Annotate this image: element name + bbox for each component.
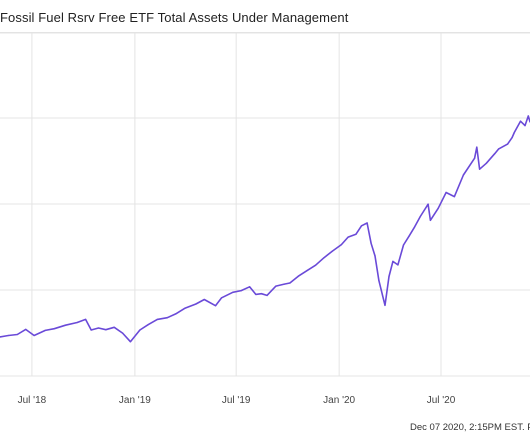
chart-title: Fossil Fuel Rsrv Free ETF Total Assets U… [0, 10, 349, 25]
data-point [289, 282, 291, 284]
data-point [184, 307, 186, 309]
data-point [392, 260, 394, 262]
grid [0, 32, 530, 377]
data-point [360, 225, 363, 227]
data-point [203, 298, 205, 301]
data-point [105, 329, 107, 331]
series-layer [0, 115, 530, 343]
data-point [275, 285, 277, 287]
data-point [85, 318, 87, 320]
data-point [315, 264, 317, 266]
data-point [519, 120, 522, 122]
data-point [44, 329, 46, 331]
x-tick-label: Jul '18 [18, 395, 47, 406]
data-point [249, 286, 251, 288]
data-point [113, 326, 115, 328]
data-point [498, 148, 500, 150]
x-tick-label: Jan '19 [119, 395, 151, 406]
data-point [366, 222, 368, 224]
data-point [494, 153, 496, 155]
data-point [476, 146, 478, 148]
data-point [0, 336, 1, 338]
data-point [374, 255, 376, 257]
data-point [64, 324, 67, 326]
data-point [76, 321, 78, 324]
data-point [166, 317, 168, 319]
data-point [90, 329, 92, 331]
data-point [382, 295, 384, 297]
data-point [139, 329, 141, 331]
data-point [524, 125, 526, 127]
data-point [397, 264, 399, 266]
x-axis-tick-labels: Jul '18 Jan '19 Jul '19 Jan '20 Jul '20 [18, 395, 456, 406]
data-point [511, 137, 513, 139]
data-point [232, 291, 234, 293]
data-point [297, 275, 299, 277]
x-tick-label: Jul '20 [427, 395, 456, 406]
data-point [445, 191, 447, 194]
data-point [306, 269, 308, 271]
data-point [527, 115, 529, 117]
data-point [437, 207, 439, 209]
data-point [16, 333, 18, 336]
data-point [378, 280, 380, 282]
data-point [97, 327, 100, 329]
data-point [370, 242, 372, 244]
data-point [7, 334, 9, 337]
data-point [462, 174, 464, 176]
x-tick-label: Jan '20 [323, 395, 355, 406]
data-point [25, 328, 27, 330]
data-point [427, 203, 429, 205]
data-point [122, 332, 124, 334]
data-point [323, 257, 325, 259]
data-point [414, 226, 416, 228]
data-point [408, 235, 410, 237]
data-point [388, 275, 390, 278]
data-point [221, 297, 223, 299]
data-point [240, 290, 242, 292]
data-point [33, 334, 35, 337]
series-line [0, 115, 530, 343]
data-point [429, 219, 431, 221]
data-point [513, 131, 515, 134]
data-point [195, 303, 197, 305]
data-point [147, 324, 149, 326]
data-point [479, 168, 481, 170]
data-point [129, 341, 131, 343]
data-point [266, 294, 268, 296]
footer-credit: Dec 07 2020, 2:15PM EST. Powe [410, 422, 530, 433]
data-point [156, 318, 158, 320]
data-point [53, 328, 55, 330]
data-point [260, 293, 262, 295]
data-point [402, 244, 405, 246]
data-point [175, 313, 177, 315]
data-point [485, 162, 487, 164]
data-point [384, 304, 386, 306]
data-point [340, 244, 342, 246]
data-point [347, 236, 349, 238]
x-tick-label: Jul '19 [222, 395, 251, 406]
data-point [474, 157, 476, 159]
data-point [507, 143, 509, 145]
data-point [283, 283, 285, 285]
data-point [214, 305, 217, 307]
data-point [255, 293, 257, 295]
data-point [355, 233, 357, 235]
data-point [419, 215, 421, 218]
data-point [331, 250, 333, 252]
data-point [453, 196, 455, 198]
